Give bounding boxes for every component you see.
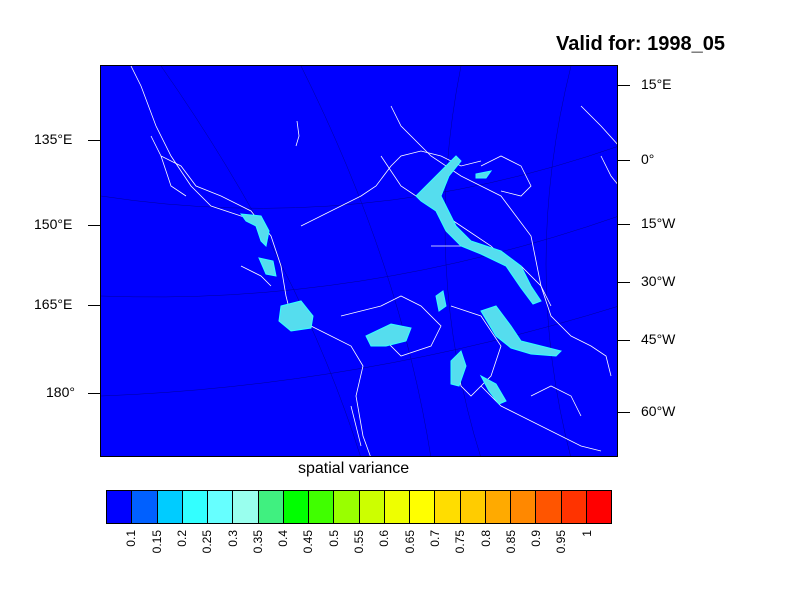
colorbar-box [233,491,259,523]
map-panel [100,65,618,457]
lon-label-165e: 165°E [34,296,73,312]
colorbar-box [182,491,208,523]
lon-label-150e: 150°E [34,216,73,232]
lon-label-135e: 135°E [34,131,73,147]
tick-right [618,340,630,341]
colorbar-box [359,491,385,523]
colorbar-label: 0.75 [453,530,468,554]
colorbar-box [258,491,284,523]
lon-label-0: 0° [641,151,655,167]
tick-right [618,412,630,413]
tick-right [618,282,630,283]
colorbar-label: 0.7 [427,530,442,547]
tick-right [618,85,630,86]
colorbar [106,490,612,524]
colorbar-box [511,491,537,523]
tick-left [88,140,100,141]
colorbar-box [208,491,234,523]
colorbar-label: 0.25 [200,530,215,554]
colorbar-label: 0.2 [174,530,189,547]
colorbar-label: 0.8 [478,530,493,547]
map-canvas [101,66,617,456]
colorbar-label: 0.1 [124,530,139,547]
colorbar-box [107,491,133,523]
tick-left [88,225,100,226]
colorbar-box [460,491,486,523]
colorbar-label: 0.3 [225,530,240,547]
lon-label-15e: 15°E [641,76,672,92]
colorbar-box [485,491,511,523]
colorbar-label: 0.85 [503,530,518,554]
colorbar-label: 0.15 [149,530,164,554]
colorbar-label: 0.95 [554,530,569,554]
tick-left [88,393,100,394]
colorbar-labels: 0.1 0.15 0.2 0.25 0.3 0.35 0.4 0.45 0.5 0.55 0.6 0.… [106,530,612,590]
colorbar-box [536,491,562,523]
variance-regions [239,155,562,405]
colorbar-label: 0.65 [402,530,417,554]
lon-label-15w: 15°W [641,215,676,231]
colorbar-box [309,491,335,523]
colorbar-box [157,491,183,523]
colorbar-box [561,491,587,523]
colorbar-box [283,491,309,523]
colorbar-box [435,491,461,523]
tick-right [618,160,630,161]
coastlines [130,66,617,456]
colorbar-label: 0.5 [326,530,341,547]
tick-right [618,224,630,225]
lon-label-60w: 60°W [641,403,676,419]
colorbar-label: 1 [579,530,594,537]
colorbar-label: 0.6 [377,530,392,547]
lon-label-180: 180° [46,384,75,400]
colorbar-label: 0.45 [301,530,316,554]
colorbar-label: 0.4 [276,530,291,547]
colorbar-box [586,491,611,523]
colorbar-label: 0.55 [352,530,366,554]
lon-label-45w: 45°W [641,331,676,347]
tick-left [88,305,100,306]
colorbar-box [384,491,410,523]
colorbar-label: 0.9 [529,530,544,547]
colorbar-box [334,491,360,523]
lon-label-30w: 30°W [641,273,676,289]
x-axis-label: spatial variance [298,460,410,477]
colorbar-box [132,491,158,523]
colorbar-box [410,491,436,523]
graticule [101,66,617,456]
colorbar-label: 0.35 [250,530,265,554]
plot-title: Valid for: 1998_05 [556,33,725,55]
